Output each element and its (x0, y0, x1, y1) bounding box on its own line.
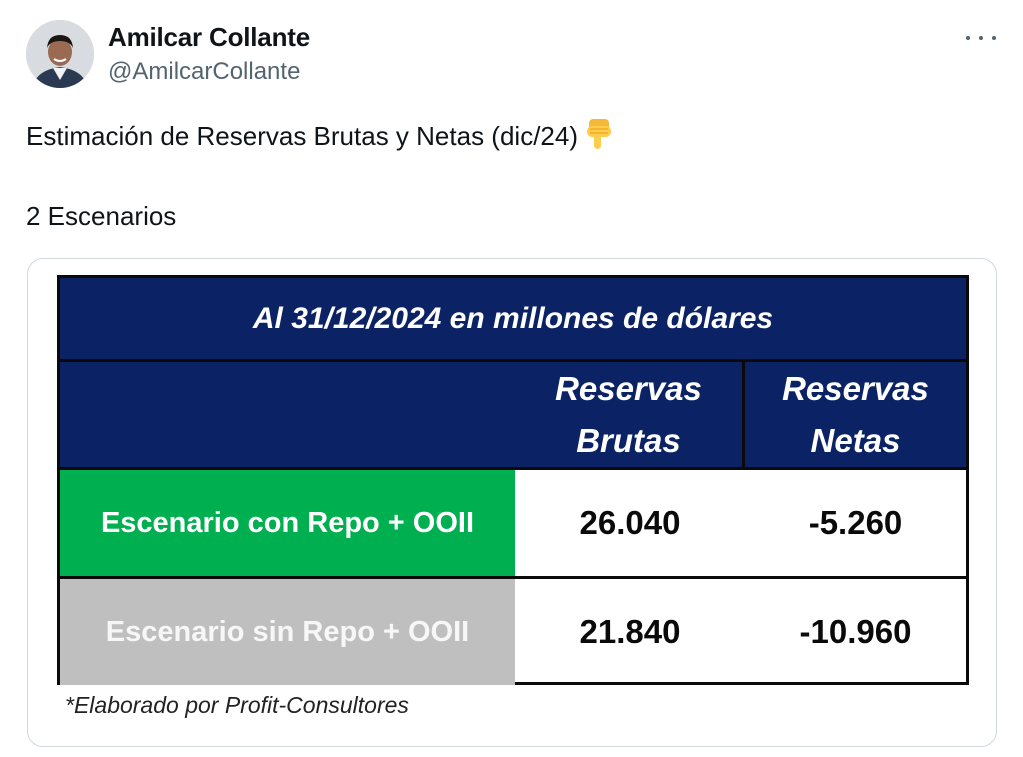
tweet-text: Estimación de Reservas Brutas y Netas (d… (26, 121, 578, 151)
more-options-icon[interactable] (966, 26, 996, 50)
avatar[interactable] (26, 20, 94, 88)
tweet-media-image[interactable]: Al 31/12/2024 en millones de dólares Res… (27, 258, 997, 747)
table-title: Al 31/12/2024 en millones de dólares (60, 278, 966, 362)
author-handle[interactable]: @AmilcarCollante (108, 58, 301, 85)
pointing-down-emoji-icon (584, 117, 614, 158)
divider (742, 362, 745, 467)
tweet-text-line-2: 2 Escenarios (26, 201, 177, 231)
author-name[interactable]: Amilcar Collante (108, 22, 310, 52)
tweet-text-line-1: Estimación de Reservas Brutas y Netas (d… (26, 117, 614, 158)
dot (979, 36, 983, 40)
netas-value: -5.260 (808, 504, 903, 541)
column-header-brutas: Reservas Brutas (515, 362, 742, 467)
brutas-value: 21.840 (579, 613, 681, 650)
reserves-table: Al 31/12/2024 en millones de dólares Res… (57, 275, 969, 685)
brutas-value: 26.040 (579, 504, 681, 541)
row-label: Escenario con Repo + OOII (60, 470, 515, 576)
col-header-line: Brutas (576, 421, 681, 459)
netas-value: -10.960 (799, 613, 912, 650)
dot (966, 36, 970, 40)
row-label: Escenario sin Repo + OOII (60, 579, 515, 685)
dot (992, 36, 996, 40)
avatar-photo (26, 20, 94, 88)
column-header-netas: Reservas Netas (745, 362, 966, 467)
col-header-line: Reservas (782, 369, 929, 407)
table-row: Escenario con Repo + OOII 26.040 -5.260 (60, 470, 966, 579)
col-header-line: Netas (810, 421, 901, 459)
table-row: Escenario sin Repo + OOII 21.840 -10.960 (60, 579, 966, 685)
table-header-row: Reservas Brutas Reservas Netas (60, 362, 966, 470)
col-header-line: Reservas (555, 369, 702, 407)
footnote: *Elaborado por Profit-Consultores (65, 692, 409, 718)
